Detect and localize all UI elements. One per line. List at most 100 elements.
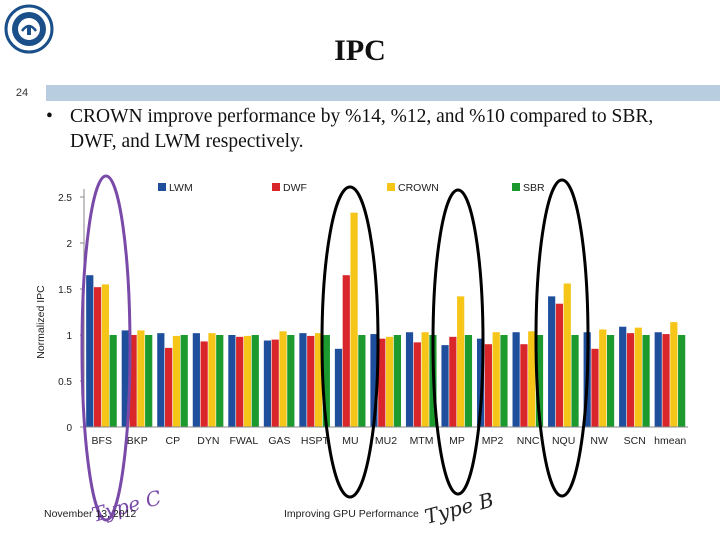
bar-sbr [251, 335, 259, 427]
bar-lwm [619, 326, 627, 427]
legend-label-dwf: DWF [283, 182, 307, 194]
bar-lwm [476, 338, 485, 427]
bar-dwf [520, 344, 528, 427]
bar-crown [172, 335, 181, 427]
x-tick-label: SCN [624, 435, 646, 447]
bar-sbr [393, 335, 401, 427]
bar-crown [528, 331, 536, 427]
bar-lwm [263, 340, 272, 427]
bar-lwm [512, 332, 520, 427]
bar-crown [101, 284, 109, 427]
bar-lwm [548, 296, 556, 427]
bar-crown [137, 330, 145, 427]
bar-lwm [86, 275, 94, 427]
bar-crown [386, 336, 394, 427]
bar-lwm [334, 348, 343, 427]
bar-dwf [200, 341, 208, 427]
bar-dwf [662, 334, 670, 427]
bar-dwf [626, 333, 635, 427]
bar-lwm [121, 330, 129, 427]
bar-crown [208, 333, 216, 427]
y-tick-label: 1.5 [58, 285, 72, 296]
x-tick-label: HSPT [301, 435, 330, 447]
bar-crown [599, 329, 607, 427]
bar-dwf [555, 303, 564, 427]
bar-dwf [449, 336, 457, 427]
bar-crown [563, 283, 571, 427]
bar-lwm [192, 333, 200, 427]
y-tick-label: 0 [66, 423, 72, 434]
university-logo [4, 4, 54, 54]
x-tick-label: GAS [268, 435, 290, 447]
x-tick-label: CP [166, 435, 181, 447]
legend-swatch-sbr [512, 183, 520, 191]
bar-sbr [571, 335, 579, 427]
x-tick-label: MP [449, 435, 465, 447]
bar-sbr [145, 335, 153, 427]
y-axis-title: Normalized IPC [35, 285, 47, 359]
legend-label-lwm: LWM [169, 182, 193, 194]
x-tick-label: NQU [552, 435, 575, 447]
bar-sbr [535, 335, 544, 427]
bar-dwf [591, 348, 599, 427]
x-tick-label: MU [342, 435, 358, 447]
bars-layer [86, 212, 686, 427]
bar-dwf [413, 342, 421, 427]
bar-crown [350, 212, 358, 427]
bar-crown [634, 327, 642, 427]
bar-sbr [287, 335, 295, 427]
bar-lwm [370, 334, 378, 427]
bar-dwf [129, 335, 137, 427]
type-c-label: Type C [89, 485, 164, 527]
bar-dwf [165, 347, 173, 427]
x-tick-label: MU2 [375, 435, 397, 447]
bar-sbr [606, 335, 615, 427]
bar-crown [279, 331, 287, 427]
x-tick-label: BFS [92, 435, 112, 447]
bar-lwm [157, 333, 165, 427]
header-band [46, 85, 720, 101]
bar-crown [670, 322, 678, 427]
x-tick-label: NNC [517, 435, 540, 447]
bullet-dot-icon: • [46, 106, 53, 127]
bar-dwf [307, 335, 315, 427]
bullet-text: CROWN improve performance by %14, %12, a… [70, 106, 654, 152]
bar-crown [421, 332, 429, 427]
axes-layer: 0 0.5 1 1.5 2 2.5 Normalized IPC BFS BKP CP DYN FWA… [35, 189, 688, 447]
footer-title: Improving GPU Performance [284, 508, 419, 520]
bar-crown [492, 332, 500, 427]
bar-crown [314, 333, 323, 427]
bar-dwf [484, 344, 492, 427]
bar-dwf [342, 275, 350, 427]
highlight-ellipse-mp [431, 188, 485, 496]
y-tick-label: 0.5 [58, 377, 72, 388]
y-tick-label: 2.5 [58, 193, 72, 204]
bar-sbr [358, 335, 366, 427]
x-tick-label: MP2 [482, 435, 504, 447]
bar-sbr [322, 335, 330, 427]
y-tick-label: 1 [66, 331, 72, 342]
x-tick-label: DYN [197, 435, 219, 447]
legend-swatch-lwm [158, 183, 166, 191]
bar-sbr [642, 335, 650, 427]
x-tick-label: FWAL [229, 435, 258, 447]
bar-sbr [464, 335, 473, 427]
bar-lwm [441, 345, 449, 427]
bar-crown [243, 335, 252, 427]
highlight-ellipse-bfs [80, 174, 132, 522]
footer-date: November 13, 2012 [44, 508, 137, 520]
legend-swatch-dwf [272, 183, 280, 191]
bar-dwf [378, 338, 386, 427]
highlight-ellipse-nqu [534, 178, 590, 498]
bar-dwf [93, 287, 102, 427]
bar-lwm [228, 335, 236, 427]
legend-layer: LWM DWF CROWN SBR [158, 182, 545, 194]
bullet-point: • CROWN improve performance by %14, %12,… [46, 104, 696, 154]
x-tick-label: NW [590, 435, 608, 447]
highlight-ellipse-mu [320, 185, 380, 499]
y-tick-label: 2 [66, 239, 72, 250]
legend-label-crown: CROWN [398, 182, 439, 194]
bar-dwf [271, 339, 279, 427]
x-tick-label: BKP [127, 435, 148, 447]
